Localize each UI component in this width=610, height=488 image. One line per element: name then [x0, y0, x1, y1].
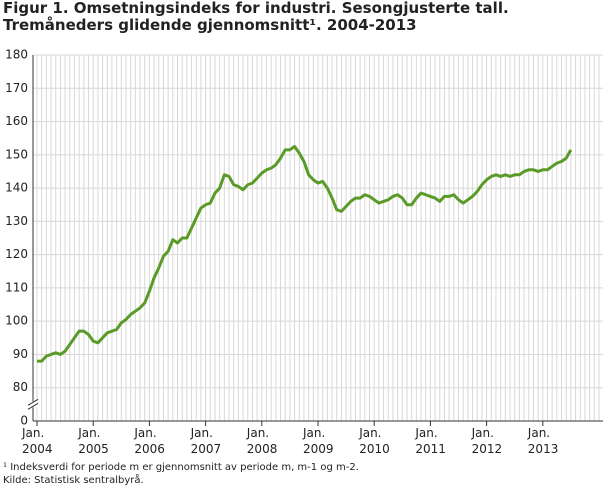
x-tick-label: Jan. 2012 [471, 426, 503, 456]
x-tick-label: Jan. 2004 [21, 426, 53, 456]
y-tick-label: 170 [5, 81, 28, 95]
x-tick-label: Jan. 2010 [358, 426, 390, 456]
axis-break-gap [28, 401, 38, 408]
y-tick-label: 160 [5, 114, 28, 128]
x-tick-label: Jan. 2011 [414, 426, 446, 456]
y-tick-label: 140 [5, 181, 28, 195]
chart-title: Figur 1. Omsetningsindeks for industri. … [3, 0, 509, 34]
y-tick-label: 80 [13, 380, 28, 394]
y-tick-label: 120 [5, 247, 28, 261]
y-tick-label: 110 [5, 280, 28, 294]
x-tick-label: Jan. 2006 [133, 426, 165, 456]
axis-break [27, 402, 39, 410]
x-tick-label: Jan. 2005 [77, 426, 109, 456]
axis-break [27, 398, 39, 406]
source: Kilde: Statistisk sentralbyrå. [3, 475, 144, 486]
y-tick-label: 130 [5, 214, 28, 228]
x-tick-label: Jan. 2009 [302, 426, 334, 456]
y-tick-label: 90 [13, 347, 28, 361]
y-tick-label: 100 [5, 314, 28, 328]
data-line [37, 145, 573, 363]
y-tick-label: 150 [5, 147, 28, 161]
x-tick-label: Jan. 2013 [527, 426, 559, 456]
y-tick-label: 0 [20, 414, 28, 428]
y-tick-label: 180 [5, 48, 28, 62]
x-tick-label: Jan. 2008 [246, 426, 278, 456]
footnote: ¹ Indeksverdi for periode m er gjennomsn… [3, 462, 359, 473]
x-tick-label: Jan. 2007 [190, 426, 222, 456]
